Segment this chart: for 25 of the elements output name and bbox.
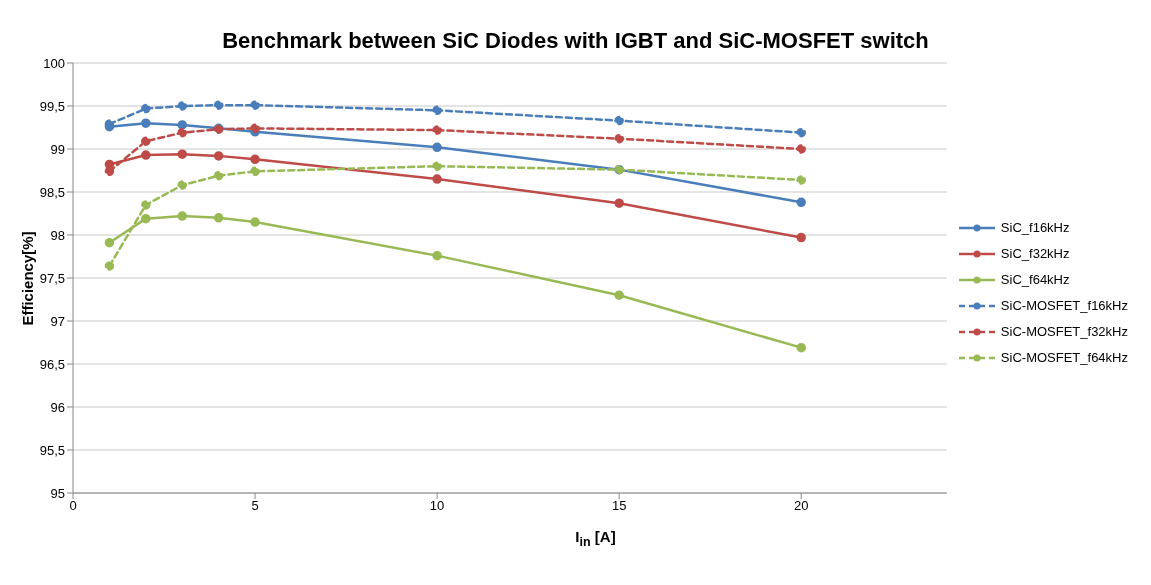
y-axis-title: Efficiency[%] — [18, 230, 36, 326]
y-tick-label: 98 — [50, 227, 65, 243]
y-tick-label: 97,5 — [39, 270, 65, 286]
legend-label: SiC-MOSFET_f32kHz — [1000, 323, 1128, 341]
y-tick-label: 99,5 — [39, 98, 65, 114]
y-tick-label: 97 — [50, 313, 65, 329]
y-tick-label: 96,5 — [39, 356, 65, 372]
chart-title: Benchmark between SiC Diodes with IGBT and SiC-MOSFET switch — [222, 28, 929, 53]
x-tick-label: 20 — [793, 498, 809, 514]
y-tick-label: 98,5 — [39, 184, 65, 200]
y-tick-label: 95,5 — [39, 442, 65, 458]
legend-label: SiC_f64kHz — [1000, 271, 1070, 289]
x-axis-title: I$_{in}$ [A] — [574, 528, 617, 549]
x-tick-label: 15 — [611, 498, 627, 514]
legend-label: SiC-MOSFET_f16kHz — [1000, 297, 1128, 315]
legend-label: SiC-MOSFET_f64kHz — [1000, 349, 1128, 367]
y-tick-label: 99 — [50, 141, 65, 157]
y-tick-label: 96 — [50, 399, 65, 415]
x-tick-label: 0 — [69, 498, 77, 514]
x-tick-label: 10 — [429, 498, 445, 514]
legend-label: SiC_f16kHz — [1000, 219, 1070, 237]
legend-label: SiC_f32kHz — [1000, 245, 1070, 263]
y-tick-label: 95 — [50, 485, 65, 501]
y-tick-label: 100 — [43, 55, 65, 71]
x-tick-label: 5 — [251, 498, 259, 514]
